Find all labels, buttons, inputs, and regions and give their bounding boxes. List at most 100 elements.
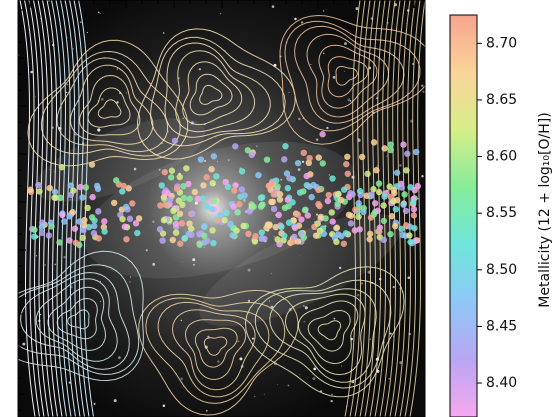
star — [357, 294, 360, 297]
fiber-dot — [70, 187, 76, 193]
star — [333, 76, 336, 79]
star — [323, 53, 324, 54]
star — [344, 42, 347, 45]
fiber-dot — [181, 195, 187, 201]
star — [298, 118, 300, 120]
fiber-dot — [329, 175, 335, 181]
star — [331, 393, 333, 395]
star — [219, 50, 220, 51]
fiber-dot — [291, 234, 297, 240]
fiber-dot — [173, 221, 179, 227]
fiber-dot — [35, 182, 41, 188]
fiber-dot — [306, 155, 312, 161]
fiber-dot — [72, 225, 78, 231]
fiber-dot — [36, 188, 42, 194]
star — [163, 405, 166, 408]
fiber-dot — [52, 189, 58, 195]
fiber-dot — [258, 195, 264, 201]
fiber-dot — [127, 216, 133, 222]
fiber-dot — [355, 214, 361, 220]
star — [36, 255, 37, 256]
star — [97, 128, 100, 131]
star — [252, 337, 254, 339]
fiber-dot — [96, 235, 102, 241]
fiber-dot — [411, 225, 417, 231]
fiber-dot — [401, 191, 407, 197]
fiber-dot — [303, 173, 309, 179]
fiber-dot — [77, 184, 83, 190]
fiber-dot — [320, 160, 326, 166]
fiber-dot — [381, 218, 387, 224]
fiber-dot — [119, 188, 125, 194]
fiber-dot — [301, 234, 307, 240]
fiber-dot — [123, 236, 129, 242]
fiber-dot — [189, 210, 195, 216]
fiber-dot — [180, 183, 186, 189]
fiber-dot — [195, 196, 201, 202]
star — [67, 84, 69, 86]
star — [180, 377, 183, 380]
fiber-dot — [344, 154, 350, 160]
star — [22, 343, 25, 346]
fiber-dot — [393, 206, 399, 212]
fiber-dot — [346, 212, 352, 218]
fiber-dot — [123, 204, 129, 210]
fiber-dot — [215, 217, 221, 223]
fiber-dot — [51, 194, 57, 200]
fiber-dot — [177, 211, 183, 217]
fiber-dot — [129, 200, 135, 206]
fiber-dot — [223, 210, 229, 216]
fiber-dot — [66, 213, 72, 219]
fiber-dot — [222, 179, 228, 185]
star — [239, 357, 242, 360]
star — [163, 32, 164, 33]
fiber-dot — [295, 211, 301, 217]
star — [147, 121, 148, 122]
fiber-dot — [315, 187, 321, 193]
colorbar-tick-label: 8.70 — [486, 35, 517, 51]
fiber-dot — [211, 198, 217, 204]
fiber-dot — [376, 189, 382, 195]
fiber-dot — [170, 208, 176, 214]
star — [299, 374, 300, 375]
star — [54, 264, 56, 266]
fiber-dot — [59, 212, 65, 218]
fiber-dot — [172, 138, 178, 144]
fiber-dot — [410, 199, 416, 205]
fiber-dot — [31, 233, 37, 239]
fiber-dot — [201, 223, 207, 229]
fiber-dot — [201, 233, 207, 239]
star — [316, 138, 318, 140]
fiber-dot — [265, 221, 271, 227]
fiber-dot — [183, 165, 189, 171]
star — [313, 367, 316, 370]
fiber-dot — [406, 232, 412, 238]
colorbar-tick-label: 8.55 — [486, 205, 517, 221]
fiber-dot — [357, 226, 363, 232]
star — [294, 18, 296, 20]
star — [376, 165, 377, 166]
fiber-dot — [208, 166, 214, 172]
fiber-dot — [198, 156, 204, 162]
fiber-dot — [240, 223, 246, 229]
star — [313, 377, 316, 380]
fiber-dot — [387, 231, 393, 237]
fiber-dot — [170, 237, 176, 243]
star — [390, 333, 392, 335]
fiber-dot — [376, 180, 382, 186]
fiber-dot — [390, 198, 396, 204]
fiber-dot — [372, 200, 378, 206]
star — [63, 256, 66, 259]
fiber-dot — [252, 238, 258, 244]
star — [30, 71, 33, 74]
star — [35, 96, 36, 97]
fiber-dot — [89, 161, 95, 167]
fiber-dot — [269, 180, 275, 186]
star — [94, 403, 96, 405]
colorbar-tick-label: 8.45 — [486, 318, 517, 334]
fiber-dot — [345, 171, 351, 177]
fiber-dot — [213, 173, 219, 179]
fiber-dot — [286, 219, 292, 225]
fiber-dot — [48, 220, 54, 226]
fiber-dot — [355, 200, 361, 206]
